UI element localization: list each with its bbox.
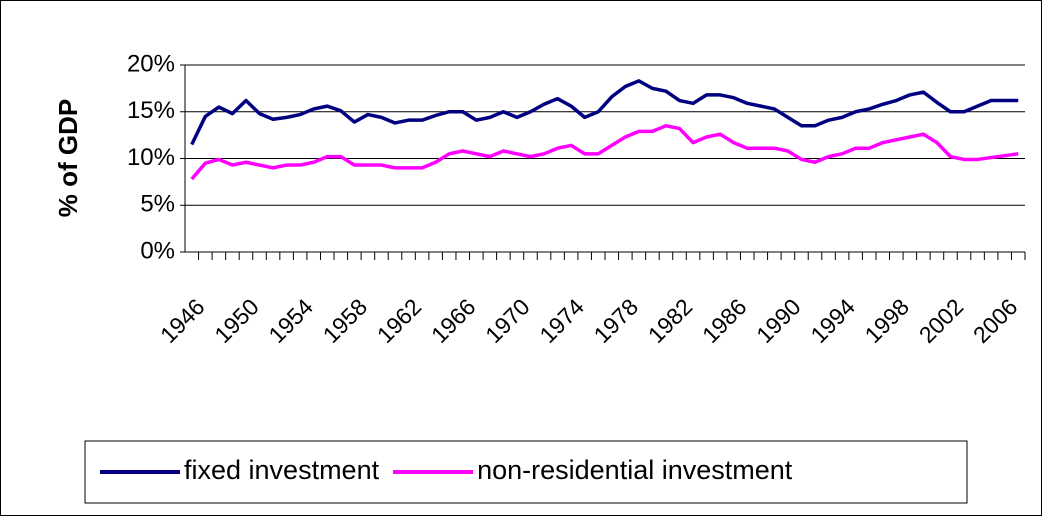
y-tick-label: 10%	[127, 144, 175, 171]
legend-label: non-residential investment	[477, 455, 793, 485]
legend-label: fixed investment	[184, 455, 380, 485]
legend-box	[84, 440, 968, 504]
y-axis-label: % of GDP	[53, 99, 83, 217]
y-tick-label: 20%	[127, 50, 175, 77]
y-tick-label: 0%	[140, 237, 175, 264]
y-tick-label: 5%	[140, 191, 175, 218]
series-line	[190, 79, 1019, 146]
series-line	[190, 124, 1019, 181]
y-tick-label: 15%	[127, 97, 175, 124]
